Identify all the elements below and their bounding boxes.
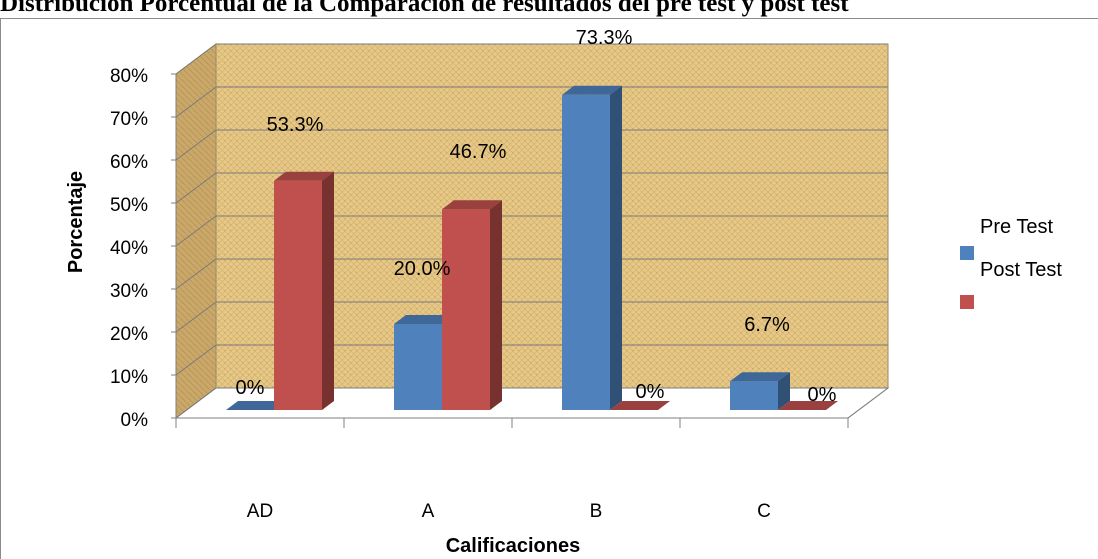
bar-top <box>442 200 502 210</box>
bar-top <box>778 401 838 410</box>
legend-label-pre-test: Pre Test <box>980 216 1053 238</box>
axes: 0% 10% 20% 30% 40% 50% 60% 70% 80% AD A B C Calificac… <box>65 66 889 557</box>
bar-top <box>562 85 622 95</box>
y-tick-label: 40% <box>110 238 148 259</box>
gridline-side <box>175 172 217 204</box>
data-label: 6.7% <box>744 314 790 336</box>
y-tick-label: 30% <box>110 281 148 302</box>
bar-side <box>778 372 790 410</box>
x-category-label: A <box>422 501 435 522</box>
data-labels: 0% 53.3% 20.0% 46.7% 73.3% 0% 6.7% 0% <box>236 27 837 406</box>
x-category-label: C <box>757 501 771 522</box>
x-category-label: B <box>590 501 603 522</box>
chart-frame <box>0 18 1098 559</box>
bar <box>274 180 322 410</box>
gridline-side <box>175 344 217 376</box>
legend-label-post-test: Post Test <box>980 259 1062 281</box>
gridline-side <box>175 258 217 290</box>
data-label: 46.7% <box>450 141 507 163</box>
bars <box>226 85 838 410</box>
bar-top <box>610 401 670 410</box>
bar-top <box>394 315 454 324</box>
data-label: 20.0% <box>394 258 451 280</box>
chart-title: Distribución Porcentual de la Comparació… <box>0 0 849 17</box>
gridline-side <box>175 86 217 118</box>
bar <box>442 209 490 410</box>
y-tick-label: 70% <box>110 109 148 130</box>
y-tick-label: 50% <box>110 195 148 216</box>
legend-swatch-pre-test <box>960 246 974 260</box>
legend: Pre Test Post Test <box>960 216 1062 309</box>
bar <box>394 324 442 410</box>
y-tick-label: 20% <box>110 324 148 345</box>
data-label: 73.3% <box>576 27 633 49</box>
bar-side <box>610 85 622 410</box>
gridline-side <box>175 43 217 75</box>
x-category-label: AD <box>247 501 273 522</box>
x-axis-depth <box>847 387 889 419</box>
bar <box>730 381 778 410</box>
gridline-side <box>175 301 217 333</box>
data-label: 53.3% <box>267 114 324 136</box>
y-tick-label: 80% <box>110 66 148 87</box>
data-label: 0% <box>636 381 665 403</box>
data-label: 0% <box>236 377 265 399</box>
bar-top <box>274 171 334 181</box>
legend-swatch-post-test <box>960 295 974 309</box>
bar <box>562 94 610 410</box>
y-tick-label: 60% <box>110 152 148 173</box>
x-axis-title: Calificaciones <box>446 535 581 557</box>
gridline-side <box>175 387 217 419</box>
y-axis-title: Porcentaje <box>65 171 87 273</box>
bar-side <box>490 200 502 410</box>
bar-top <box>226 401 286 410</box>
gridline-side <box>175 129 217 161</box>
y-tick-label: 10% <box>110 367 148 388</box>
gridline-side <box>175 215 217 247</box>
bar-top <box>730 372 790 382</box>
y-tick-label: 0% <box>121 410 149 431</box>
bar-side <box>322 171 334 410</box>
data-label: 0% <box>808 384 837 406</box>
